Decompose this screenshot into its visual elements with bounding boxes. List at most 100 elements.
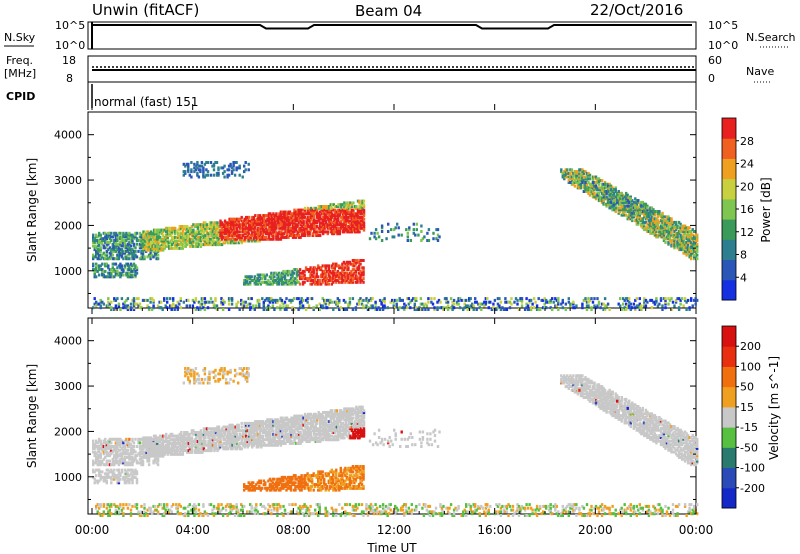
data-cell	[220, 300, 223, 304]
data-cell	[132, 304, 136, 308]
data-cell	[142, 246, 145, 250]
data-cell	[343, 206, 346, 210]
data-cell	[123, 235, 127, 239]
data-cell	[631, 219, 634, 223]
data-cell	[126, 461, 130, 465]
data-cell	[328, 225, 331, 228]
data-cell	[221, 302, 225, 306]
data-cell	[231, 232, 234, 236]
data-cell	[608, 202, 611, 206]
data-cell	[108, 454, 111, 458]
data-cell	[117, 246, 121, 250]
data-cell	[277, 282, 281, 286]
data-cell	[119, 472, 122, 476]
data-cell	[246, 279, 249, 282]
data-cell	[113, 239, 116, 242]
data-cell	[311, 212, 314, 216]
data-cell	[557, 300, 560, 304]
data-cell	[272, 217, 275, 221]
data-cell	[578, 175, 581, 179]
data-cell	[656, 224, 660, 228]
data-cell	[328, 210, 331, 214]
data-cell	[357, 298, 361, 302]
data-cell	[134, 455, 137, 459]
data-cell	[352, 223, 355, 227]
data-cell	[391, 235, 394, 239]
data-cell	[270, 275, 273, 279]
data-cell	[626, 217, 629, 221]
data-cell	[146, 441, 150, 445]
data-cell	[582, 171, 586, 175]
data-cell	[603, 193, 607, 197]
data-cell	[295, 279, 299, 282]
data-cell	[226, 237, 230, 241]
data-cell	[216, 223, 219, 227]
data-cell	[662, 297, 666, 301]
data-cell	[278, 223, 281, 227]
data-cell	[160, 248, 163, 252]
data-cell	[114, 475, 118, 479]
colorbar-swatch	[722, 118, 736, 139]
data-cell	[187, 170, 190, 174]
data-cell	[122, 459, 125, 463]
data-cell	[640, 211, 643, 215]
data-cell	[617, 191, 620, 195]
data-cell	[279, 217, 283, 221]
data-cell	[661, 215, 664, 219]
data-cell	[208, 237, 212, 241]
data-cell	[323, 215, 326, 219]
data-cell	[340, 221, 343, 225]
data-cell	[572, 302, 575, 306]
data-cell	[192, 223, 195, 227]
data-cell	[321, 280, 324, 284]
data-cell	[312, 266, 315, 270]
data-cell	[92, 264, 95, 268]
data-cell	[98, 474, 101, 478]
data-cell	[237, 166, 240, 170]
data-cell	[573, 179, 577, 183]
data-cell	[325, 215, 328, 219]
data-cell	[346, 219, 349, 223]
data-cell	[419, 302, 423, 306]
data-cell	[612, 193, 616, 197]
data-cell	[629, 200, 632, 204]
data-cell	[520, 300, 524, 304]
data-cell	[286, 269, 290, 273]
data-cell	[213, 230, 216, 234]
data-cell	[629, 302, 632, 306]
data-cell	[284, 217, 287, 221]
data-cell	[291, 225, 295, 228]
data-cell	[581, 173, 584, 177]
data-cell	[105, 253, 108, 257]
data-cell	[96, 455, 99, 459]
data-cell	[650, 226, 654, 230]
data-cell	[232, 223, 236, 227]
data-cell	[622, 197, 625, 201]
data-cell	[649, 219, 652, 223]
data-cell	[275, 212, 278, 216]
data-cell	[356, 214, 360, 218]
data-cell	[204, 237, 207, 241]
data-cell	[105, 472, 108, 476]
data-cell	[141, 455, 145, 459]
data-cell	[195, 243, 198, 247]
data-cell	[278, 212, 281, 216]
data-cell	[149, 441, 153, 445]
data-cell	[611, 197, 614, 201]
data-cell	[126, 257, 130, 261]
data-cell	[331, 228, 334, 232]
data-cell	[398, 298, 401, 302]
data-cell	[336, 264, 339, 268]
data-cell	[102, 251, 105, 255]
data-cell	[291, 226, 295, 230]
data-cell	[683, 240, 687, 244]
data-cell	[273, 280, 276, 284]
data-cell	[637, 213, 640, 217]
data-cell	[93, 446, 96, 450]
data-cell	[120, 273, 124, 277]
data-cell	[258, 234, 261, 237]
data-cell	[138, 302, 142, 306]
data-cell	[269, 230, 272, 234]
data-cell	[172, 297, 175, 301]
data-cell	[356, 208, 360, 212]
